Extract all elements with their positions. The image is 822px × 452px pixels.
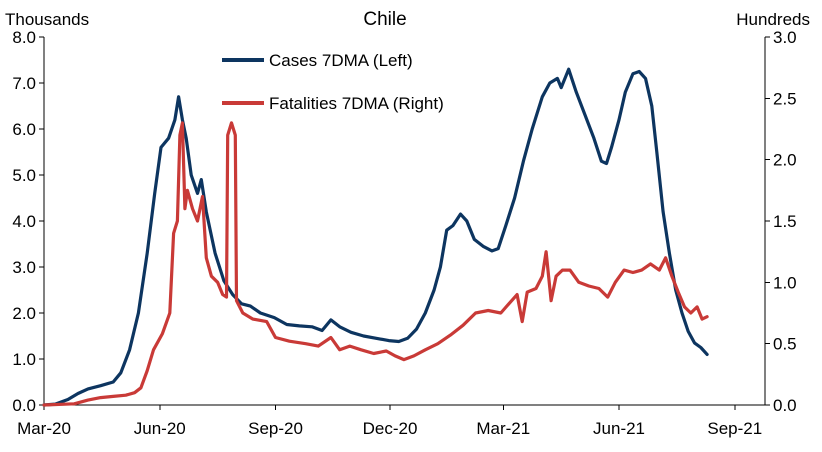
- fatalities-7dma-line: [42, 121, 709, 407]
- left-tick-label: 8.0: [12, 28, 36, 47]
- x-tick-label: Jun-21: [593, 419, 645, 438]
- x-tick-label: Mar-21: [476, 419, 530, 438]
- left-tick-label: 1.0: [12, 350, 36, 369]
- cases-7dma-line: [42, 67, 709, 407]
- left-tick-label: 4.0: [12, 212, 36, 231]
- legend-label-cases: Cases 7DMA (Left): [269, 51, 413, 70]
- chart-title: Chile: [363, 9, 406, 30]
- legend: Cases 7DMA (Left) Fatalities 7DMA (Right…: [222, 51, 444, 113]
- legend-label-fatalities: Fatalities 7DMA (Right): [269, 94, 444, 113]
- x-tick-label: Jun-20: [134, 419, 186, 438]
- left-tick-label: 7.0: [12, 74, 36, 93]
- right-tick-label: 0.5: [773, 335, 797, 354]
- right-unit-label: Hundreds: [736, 10, 810, 29]
- x-tick-label: Dec-20: [363, 419, 418, 438]
- left-tick-label: 2.0: [12, 304, 36, 323]
- x-tick-label: Sep-20: [248, 419, 303, 438]
- right-tick-label: 1.0: [773, 273, 797, 292]
- right-tick-label: 3.0: [773, 28, 797, 47]
- legend-item-cases: Cases 7DMA (Left): [222, 51, 413, 70]
- left-tick-label: 6.0: [12, 120, 36, 139]
- right-tick-label: 1.5: [773, 212, 797, 231]
- right-tick-label: 2.0: [773, 151, 797, 170]
- left-unit-label: Thousands: [5, 10, 89, 29]
- legend-item-fatalities: Fatalities 7DMA (Right): [222, 94, 444, 113]
- right-tick-label: 2.5: [773, 89, 797, 108]
- x-tick-label: Sep-21: [707, 419, 762, 438]
- x-tick-label: Mar-20: [17, 419, 71, 438]
- right-tick-label: 0.0: [773, 396, 797, 415]
- left-tick-label: 3.0: [12, 258, 36, 277]
- axes: 0.0 1.0 2.0 3.0 4.0 5.0 6.0 7.0 8.0 0.0 0.5 1.0 1.5 2…: [12, 28, 796, 438]
- left-tick-label: 5.0: [12, 166, 36, 185]
- series-lines: [42, 67, 709, 407]
- left-tick-label: 0.0: [12, 396, 36, 415]
